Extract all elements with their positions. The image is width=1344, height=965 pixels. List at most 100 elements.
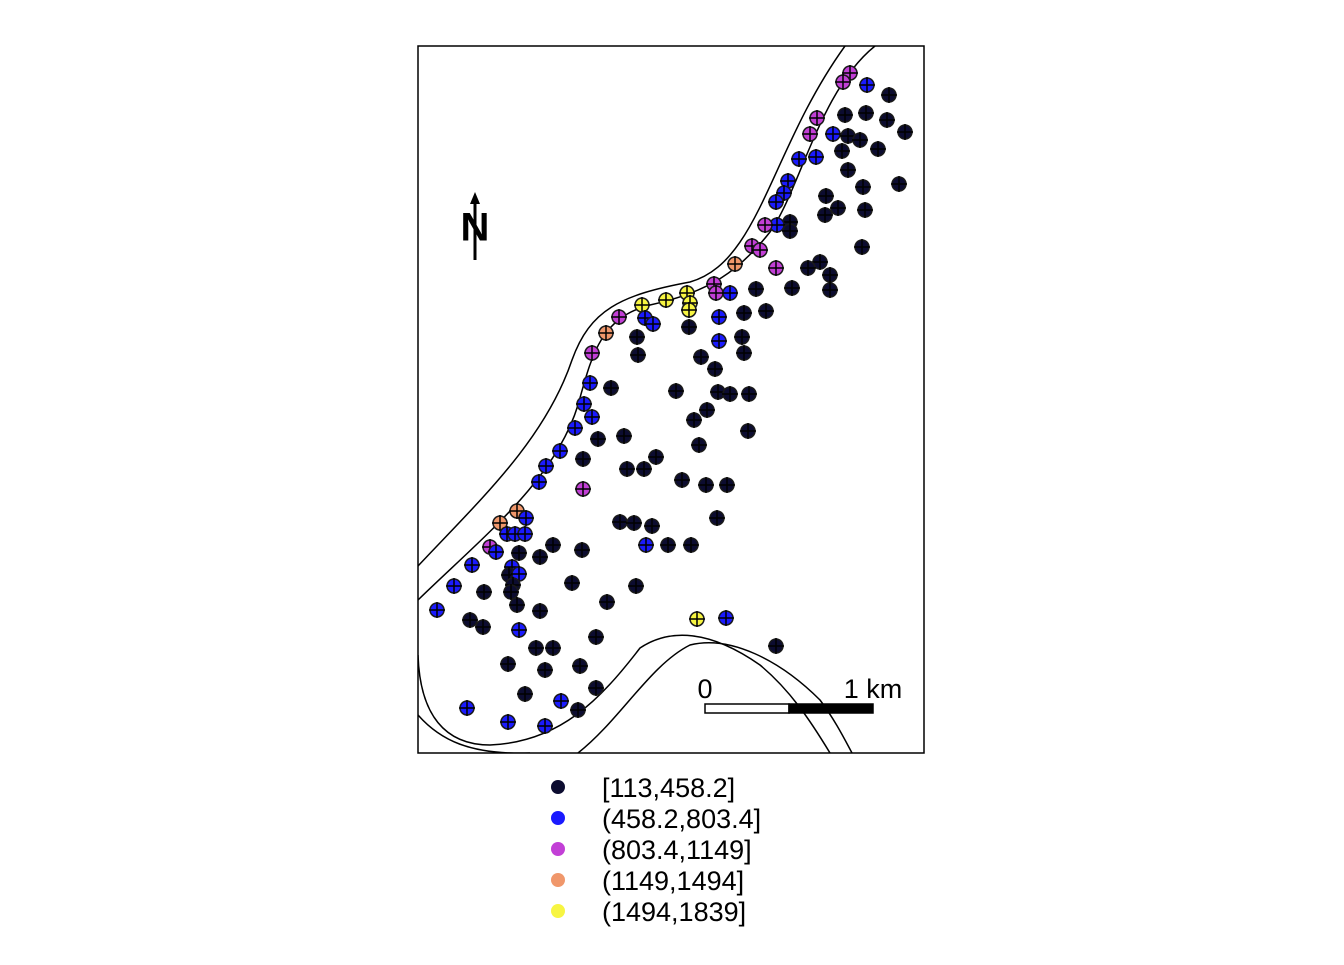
point-cross: [475, 619, 491, 635]
point-cross: [699, 402, 715, 418]
sample-point: [852, 132, 868, 148]
point-cross: [683, 537, 699, 553]
point-cross: [736, 305, 752, 321]
point-cross: [446, 578, 462, 594]
sample-point: [718, 610, 734, 626]
sample-point: [575, 481, 591, 497]
sample-point: [808, 149, 824, 165]
point-cross: [681, 302, 697, 318]
point-cross: [626, 515, 642, 531]
sample-point: [644, 518, 660, 534]
sample-point: [734, 329, 750, 345]
sample-point: [830, 200, 846, 216]
point-cross: [752, 242, 768, 258]
sample-point: [532, 603, 548, 619]
point-cross: [628, 578, 644, 594]
point-cross: [776, 185, 792, 201]
point-cross: [500, 656, 516, 672]
point-cross: [660, 537, 676, 553]
sample-point: [575, 451, 591, 467]
point-cross: [834, 143, 850, 159]
sample-point: [897, 124, 913, 140]
sample-point: [518, 510, 534, 526]
point-cross: [854, 239, 870, 255]
sample-point: [698, 477, 714, 493]
sample-point: [645, 316, 661, 332]
point-cross: [711, 309, 727, 325]
sample-point: [509, 597, 525, 613]
sample-point: [582, 375, 598, 391]
sample-point: [800, 260, 816, 276]
sample-point: [741, 386, 757, 402]
point-cross: [842, 65, 858, 81]
point-cross: [740, 423, 756, 439]
point-cross: [674, 472, 690, 488]
point-cross: [693, 349, 709, 365]
point-cross: [784, 280, 800, 296]
point-cross: [719, 477, 735, 493]
point-cross: [537, 718, 553, 734]
sample-point: [809, 110, 825, 126]
sample-point: [603, 380, 619, 396]
point-cross: [545, 537, 561, 553]
sample-point: [590, 431, 606, 447]
point-cross: [727, 256, 743, 272]
sample-point: [768, 638, 784, 654]
north-arrow: N: [461, 192, 489, 260]
point-cross: [741, 386, 757, 402]
point-cross: [531, 474, 547, 490]
point-cross: [503, 584, 519, 600]
point-cross: [553, 693, 569, 709]
sample-point: [748, 281, 764, 297]
sample-point: [686, 412, 702, 428]
sample-point: [858, 105, 874, 121]
sample-point: [740, 423, 756, 439]
sample-point: [611, 309, 627, 325]
sample-point: [782, 223, 798, 239]
sample-point: [588, 680, 604, 696]
sample-point: [822, 267, 838, 283]
point-cross: [429, 602, 445, 618]
point-cross: [476, 584, 492, 600]
sample-point: [552, 443, 568, 459]
sample-point: [822, 282, 838, 298]
sample-point: [834, 143, 850, 159]
point-cross: [509, 503, 525, 519]
sample-point: [812, 254, 828, 270]
sample-point: [722, 285, 738, 301]
sample-point: [446, 578, 462, 594]
sample-point: [459, 700, 475, 716]
point-cross: [681, 319, 697, 335]
sample-point: [693, 349, 709, 365]
point-cross: [570, 702, 586, 718]
sample-point: [791, 151, 807, 167]
point-cross: [575, 481, 591, 497]
sample-point: [711, 333, 727, 349]
sample-point: [619, 461, 635, 477]
point-cross: [698, 477, 714, 493]
point-cross: [572, 658, 588, 674]
sample-point: [531, 474, 547, 490]
sample-point: [599, 594, 615, 610]
point-cross: [822, 267, 838, 283]
point-cross: [645, 316, 661, 332]
sample-point: [517, 686, 533, 702]
sample-point: [511, 622, 527, 638]
point-cross: [630, 347, 646, 363]
point-cross: [528, 640, 544, 656]
sample-point: [598, 325, 614, 341]
legend-swatch: [551, 873, 565, 887]
point-cross: [511, 622, 527, 638]
point-cross: [722, 386, 738, 402]
sample-point: [500, 714, 516, 730]
sample-point: [689, 611, 705, 627]
point-cross: [707, 361, 723, 377]
point-cross: [574, 542, 590, 558]
point-cross: [588, 629, 604, 645]
sample-point: [854, 239, 870, 255]
point-cross: [648, 449, 664, 465]
point-cross: [857, 202, 873, 218]
point-cross: [590, 431, 606, 447]
sample-point: [660, 537, 676, 553]
